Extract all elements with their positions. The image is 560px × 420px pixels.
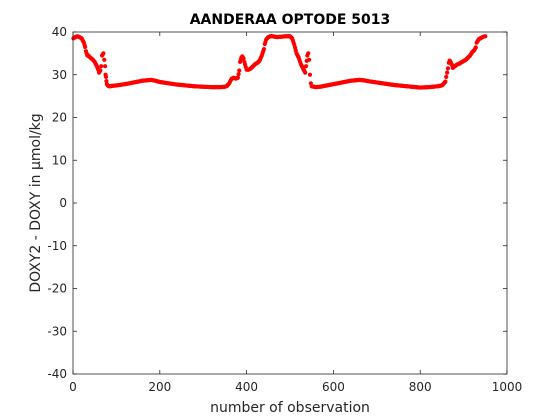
data-point — [237, 68, 242, 73]
y-tick-label: 20 — [52, 111, 67, 125]
data-point — [443, 79, 448, 84]
chart-title: AANDERAA OPTODE 5013 — [190, 12, 391, 28]
x-tick-label: 800 — [409, 380, 432, 394]
data-point — [306, 51, 311, 56]
axes-background — [73, 32, 507, 374]
data-point — [445, 70, 450, 75]
y-tick-label: 30 — [52, 68, 67, 82]
data-point — [98, 68, 103, 73]
x-tick-label: 200 — [148, 380, 171, 394]
y-tick-label: -40 — [47, 367, 67, 381]
y-tick-label: -10 — [47, 239, 67, 253]
y-axis-label: DOXY2 - DOXY in μmol/kg — [28, 113, 44, 292]
x-axis-label: number of observation — [210, 400, 370, 416]
data-point — [236, 72, 241, 77]
data-point — [303, 70, 308, 75]
data-point — [241, 56, 246, 61]
x-tick-label: 600 — [322, 380, 345, 394]
data-point — [473, 45, 478, 50]
data-point — [103, 64, 108, 69]
data-point — [445, 66, 451, 71]
data-point — [261, 47, 267, 52]
x-tick-label: 0 — [69, 380, 77, 394]
data-point — [307, 57, 312, 62]
y-tick-label: 40 — [52, 25, 67, 39]
y-tick-label: 0 — [59, 196, 67, 210]
y-tick-label: 10 — [52, 153, 67, 167]
data-point — [103, 74, 109, 79]
data-point — [483, 34, 488, 39]
x-tick-label: 1000 — [492, 380, 523, 394]
data-point — [83, 44, 88, 50]
data-point — [101, 51, 106, 56]
data-point — [444, 74, 449, 79]
data-point — [99, 64, 104, 69]
x-tick-label: 400 — [235, 380, 258, 394]
y-tick-label: -20 — [47, 282, 67, 296]
data-point — [235, 75, 241, 80]
axes: 0 200 400 600 800 1000 -40 -30 -20 -10 0 10 20 30 40 — [47, 25, 522, 394]
y-tick-label: -30 — [47, 324, 67, 338]
data-point — [307, 72, 313, 77]
data-points — [71, 34, 488, 90]
data-point — [102, 57, 107, 62]
data-point — [303, 64, 309, 69]
